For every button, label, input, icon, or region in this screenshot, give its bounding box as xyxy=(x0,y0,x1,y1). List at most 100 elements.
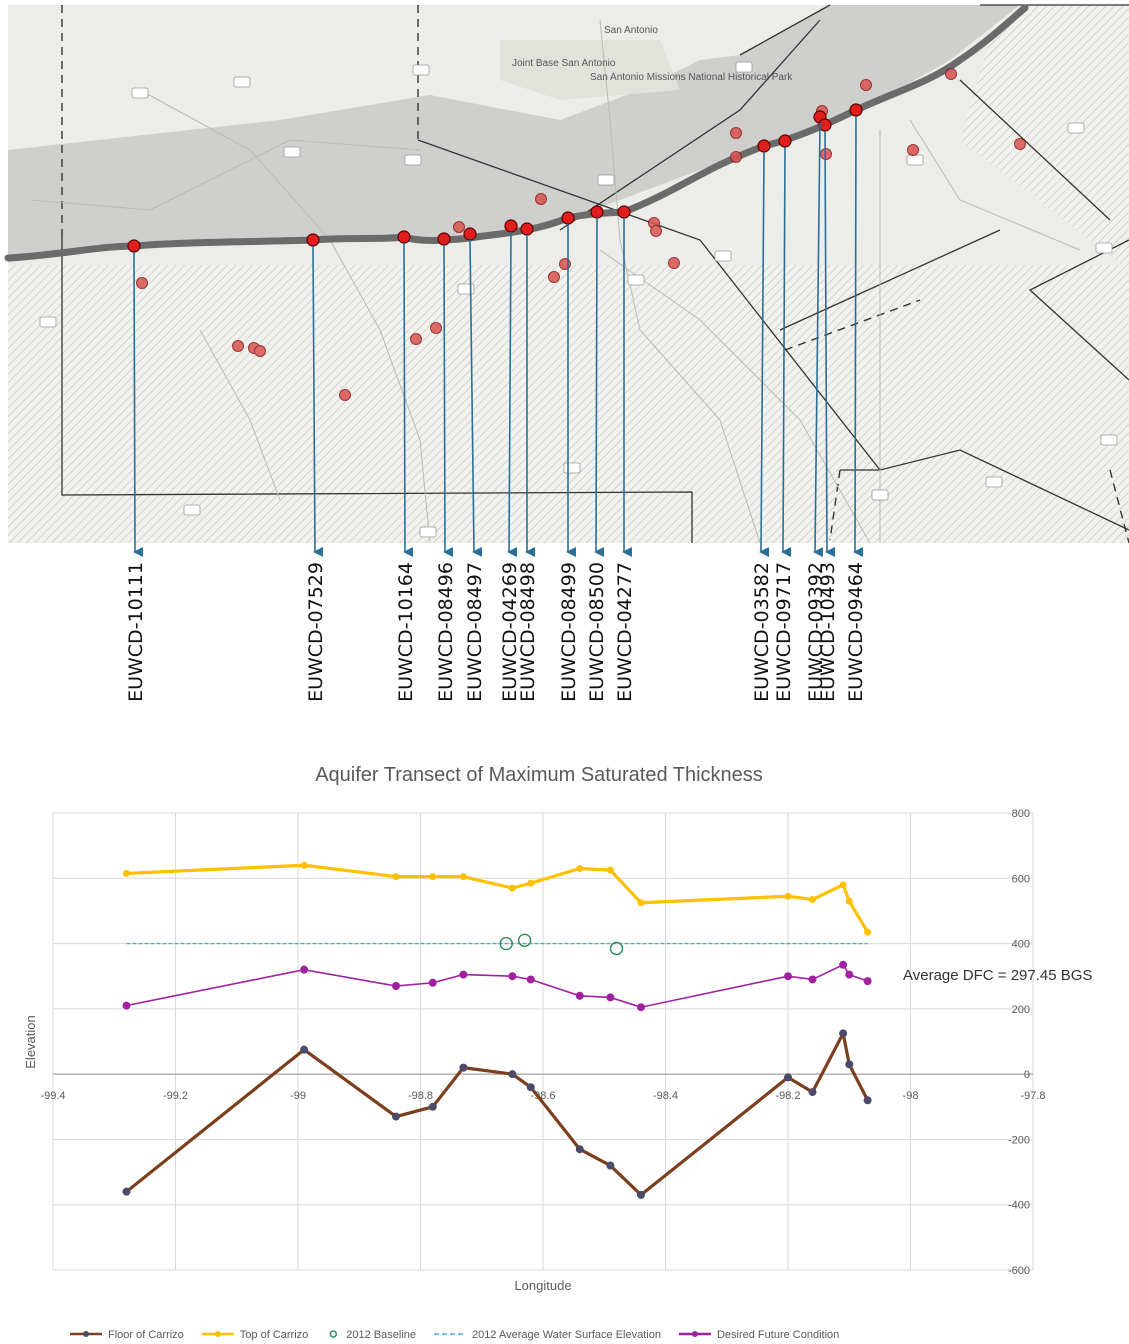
point-dfc xyxy=(508,972,517,981)
well-marker-offtransect xyxy=(945,68,957,80)
well-markers-transect xyxy=(127,103,863,253)
point-top-of-carrizo xyxy=(392,873,400,881)
point-top-of-carrizo xyxy=(637,899,645,907)
point-top-of-carrizo xyxy=(123,869,130,877)
point-top-of-carrizo xyxy=(527,879,535,887)
legend-label: 2012 Baseline xyxy=(346,1329,416,1341)
road-shield xyxy=(233,76,251,88)
road-shield xyxy=(1100,434,1118,446)
well-marker-offtransect xyxy=(1014,138,1026,150)
road-shield xyxy=(985,476,1003,488)
well-pointer-line xyxy=(312,245,324,557)
well-marker xyxy=(463,227,477,241)
place-label-san-antonio: San Antonio xyxy=(604,25,658,36)
point-floor-of-carrizo xyxy=(122,1187,131,1196)
well-marker xyxy=(520,222,534,236)
well-marker xyxy=(590,205,604,219)
x-tick-label: -98.2 xyxy=(775,1090,800,1102)
well-pointer-line xyxy=(507,231,518,558)
legend-item: 2012 Baseline xyxy=(329,1329,416,1341)
outcrop-band xyxy=(4,4,1029,262)
legend-item: Top of Carrizo xyxy=(201,1329,308,1341)
well-marker-offtransect xyxy=(820,148,832,160)
well-marker-offtransect xyxy=(232,340,244,352)
point-dfc xyxy=(392,982,400,991)
well-pointer-line xyxy=(133,251,144,557)
point-dfc xyxy=(784,972,792,981)
legend-label: Floor of Carrizo xyxy=(108,1329,184,1341)
point-dfc xyxy=(839,960,848,969)
well-pointer-line xyxy=(781,146,792,558)
point-floor-of-carrizo xyxy=(428,1102,437,1111)
y-tick-label: 800 xyxy=(1012,808,1030,820)
place-labels: San Antonio Joint Base San Antonio San A… xyxy=(512,25,793,83)
point-top-of-carrizo xyxy=(839,881,847,889)
well-marker xyxy=(397,230,411,244)
well-label: EUWCD-04277 xyxy=(614,562,636,702)
road-shield xyxy=(871,489,889,501)
well-label: EUWCD-08498 xyxy=(517,562,539,702)
dfc-annotation: Average DFC = 297.45 BGS xyxy=(903,967,1092,984)
series-line-top-of-carrizo xyxy=(126,863,870,933)
x-tick-label: -99.2 xyxy=(163,1090,188,1102)
well-label: EUWCD-10164 xyxy=(395,562,417,702)
series-line-dfc xyxy=(126,963,868,1009)
x-tick-label: -98 xyxy=(903,1090,919,1102)
x-axis-title: Longitude xyxy=(514,1278,571,1293)
point-dfc xyxy=(606,993,615,1002)
well-pointer-line xyxy=(813,122,824,558)
well-label: EUWCD-09464 xyxy=(845,562,867,702)
well-label: EUWCD-09392 xyxy=(805,562,827,702)
x-tick-label: -99.4 xyxy=(40,1090,65,1102)
gray-recharge-zone xyxy=(8,5,1020,262)
well-marker xyxy=(504,219,518,233)
road-shield xyxy=(412,64,430,76)
chart-title: Aquifer Transect of Maximum Saturated Th… xyxy=(315,764,763,786)
point-top-of-carrizo xyxy=(809,896,816,904)
county-dashed-boundaries xyxy=(61,5,1129,544)
well-marker xyxy=(818,118,832,132)
point-dfc xyxy=(122,1001,131,1010)
point-2012-baseline xyxy=(517,933,532,948)
roads xyxy=(29,19,1118,544)
legend-item: 2012 Average Water Surface Elevation xyxy=(434,1329,661,1341)
x-tick-label: -98.8 xyxy=(408,1090,433,1102)
well-label: EUWCD-07529 xyxy=(305,562,327,702)
road-shield xyxy=(563,462,581,474)
legend-label: Desired Future Condition xyxy=(717,1329,839,1341)
point-floor-of-carrizo xyxy=(575,1145,584,1154)
well-marker xyxy=(849,103,863,117)
well-marker-offtransect xyxy=(254,345,266,357)
well-marker xyxy=(757,139,771,153)
well-marker-offtransect xyxy=(650,225,662,237)
point-floor-of-carrizo xyxy=(845,1060,854,1069)
point-top-of-carrizo xyxy=(576,864,584,872)
point-floor-of-carrizo xyxy=(508,1070,517,1079)
well-pointer-line xyxy=(759,151,770,558)
x-tick-label: -99 xyxy=(290,1090,306,1102)
place-label-jbsa: Joint Base San Antonio xyxy=(512,58,616,69)
point-2012-baseline xyxy=(499,936,513,951)
well-marker-offtransect xyxy=(860,79,872,91)
well-label: EUWCD-08500 xyxy=(586,562,608,702)
y-tick-label: -400 xyxy=(1008,1200,1030,1212)
well-pointer-lines xyxy=(133,115,864,558)
basemap: San Antonio Joint Base San Antonio San A… xyxy=(4,4,1129,702)
road-shield xyxy=(906,154,924,166)
point-top-of-carrizo xyxy=(429,873,437,881)
well-pointer-line xyxy=(443,244,454,557)
place-label-missions-park: San Antonio Missions National Historical… xyxy=(590,72,793,83)
y-tick-label: 400 xyxy=(1012,939,1030,951)
gridlines xyxy=(52,812,1034,1271)
y-tick-label: 200 xyxy=(1012,1004,1030,1016)
point-top-of-carrizo xyxy=(864,928,872,936)
well-marker-offtransect xyxy=(410,333,422,345)
point-top-of-carrizo xyxy=(459,873,467,881)
point-floor-of-carrizo xyxy=(637,1190,645,1199)
road-shield xyxy=(627,274,645,286)
well-marker xyxy=(437,232,451,246)
road-shield xyxy=(419,526,437,538)
well-marker-offtransect xyxy=(668,257,680,269)
well-pointer-line xyxy=(403,242,414,557)
road-shield xyxy=(714,250,732,262)
